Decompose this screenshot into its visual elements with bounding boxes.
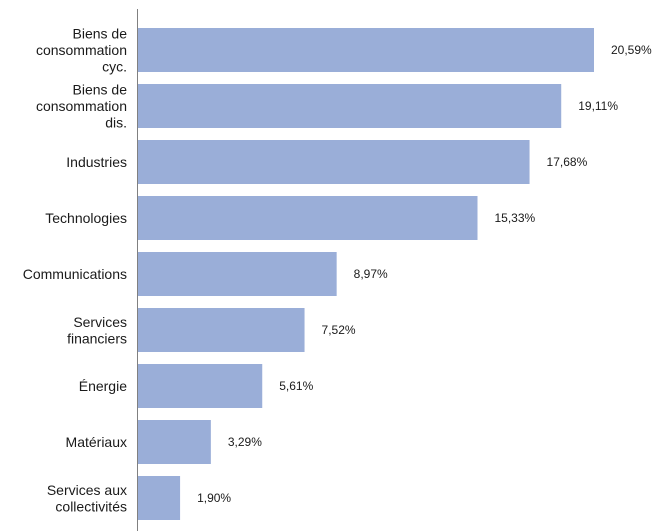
category-label: Matériaux bbox=[66, 434, 127, 450]
bar bbox=[138, 84, 562, 128]
data-label: 19,11% bbox=[578, 99, 618, 113]
data-label: 7,52% bbox=[322, 323, 356, 337]
category-label: Énergie bbox=[79, 378, 127, 394]
data-label: 1,90% bbox=[197, 491, 231, 505]
bar bbox=[138, 420, 211, 464]
bar bbox=[138, 140, 530, 184]
bar bbox=[138, 364, 263, 408]
bar bbox=[138, 28, 594, 72]
category-label: Services aux collectivités bbox=[47, 482, 127, 515]
category-label: Communications bbox=[23, 266, 127, 282]
category-label: Industries bbox=[66, 154, 127, 170]
category-label: Biens de consommation dis. bbox=[36, 82, 127, 131]
category-label: Services financiers bbox=[67, 314, 127, 347]
data-label: 15,33% bbox=[495, 211, 536, 225]
data-label: 8,97% bbox=[354, 267, 388, 281]
data-label: 3,29% bbox=[228, 435, 262, 449]
data-label: 5,61% bbox=[279, 379, 313, 393]
category-label: Biens de consommation cyc. bbox=[36, 26, 127, 75]
bar bbox=[138, 476, 181, 520]
data-label: 20,59% bbox=[611, 43, 652, 57]
bar bbox=[138, 196, 478, 240]
data-label: 17,68% bbox=[547, 155, 588, 169]
bar bbox=[138, 252, 337, 296]
category-label: Technologies bbox=[45, 210, 127, 226]
bar bbox=[138, 308, 305, 352]
